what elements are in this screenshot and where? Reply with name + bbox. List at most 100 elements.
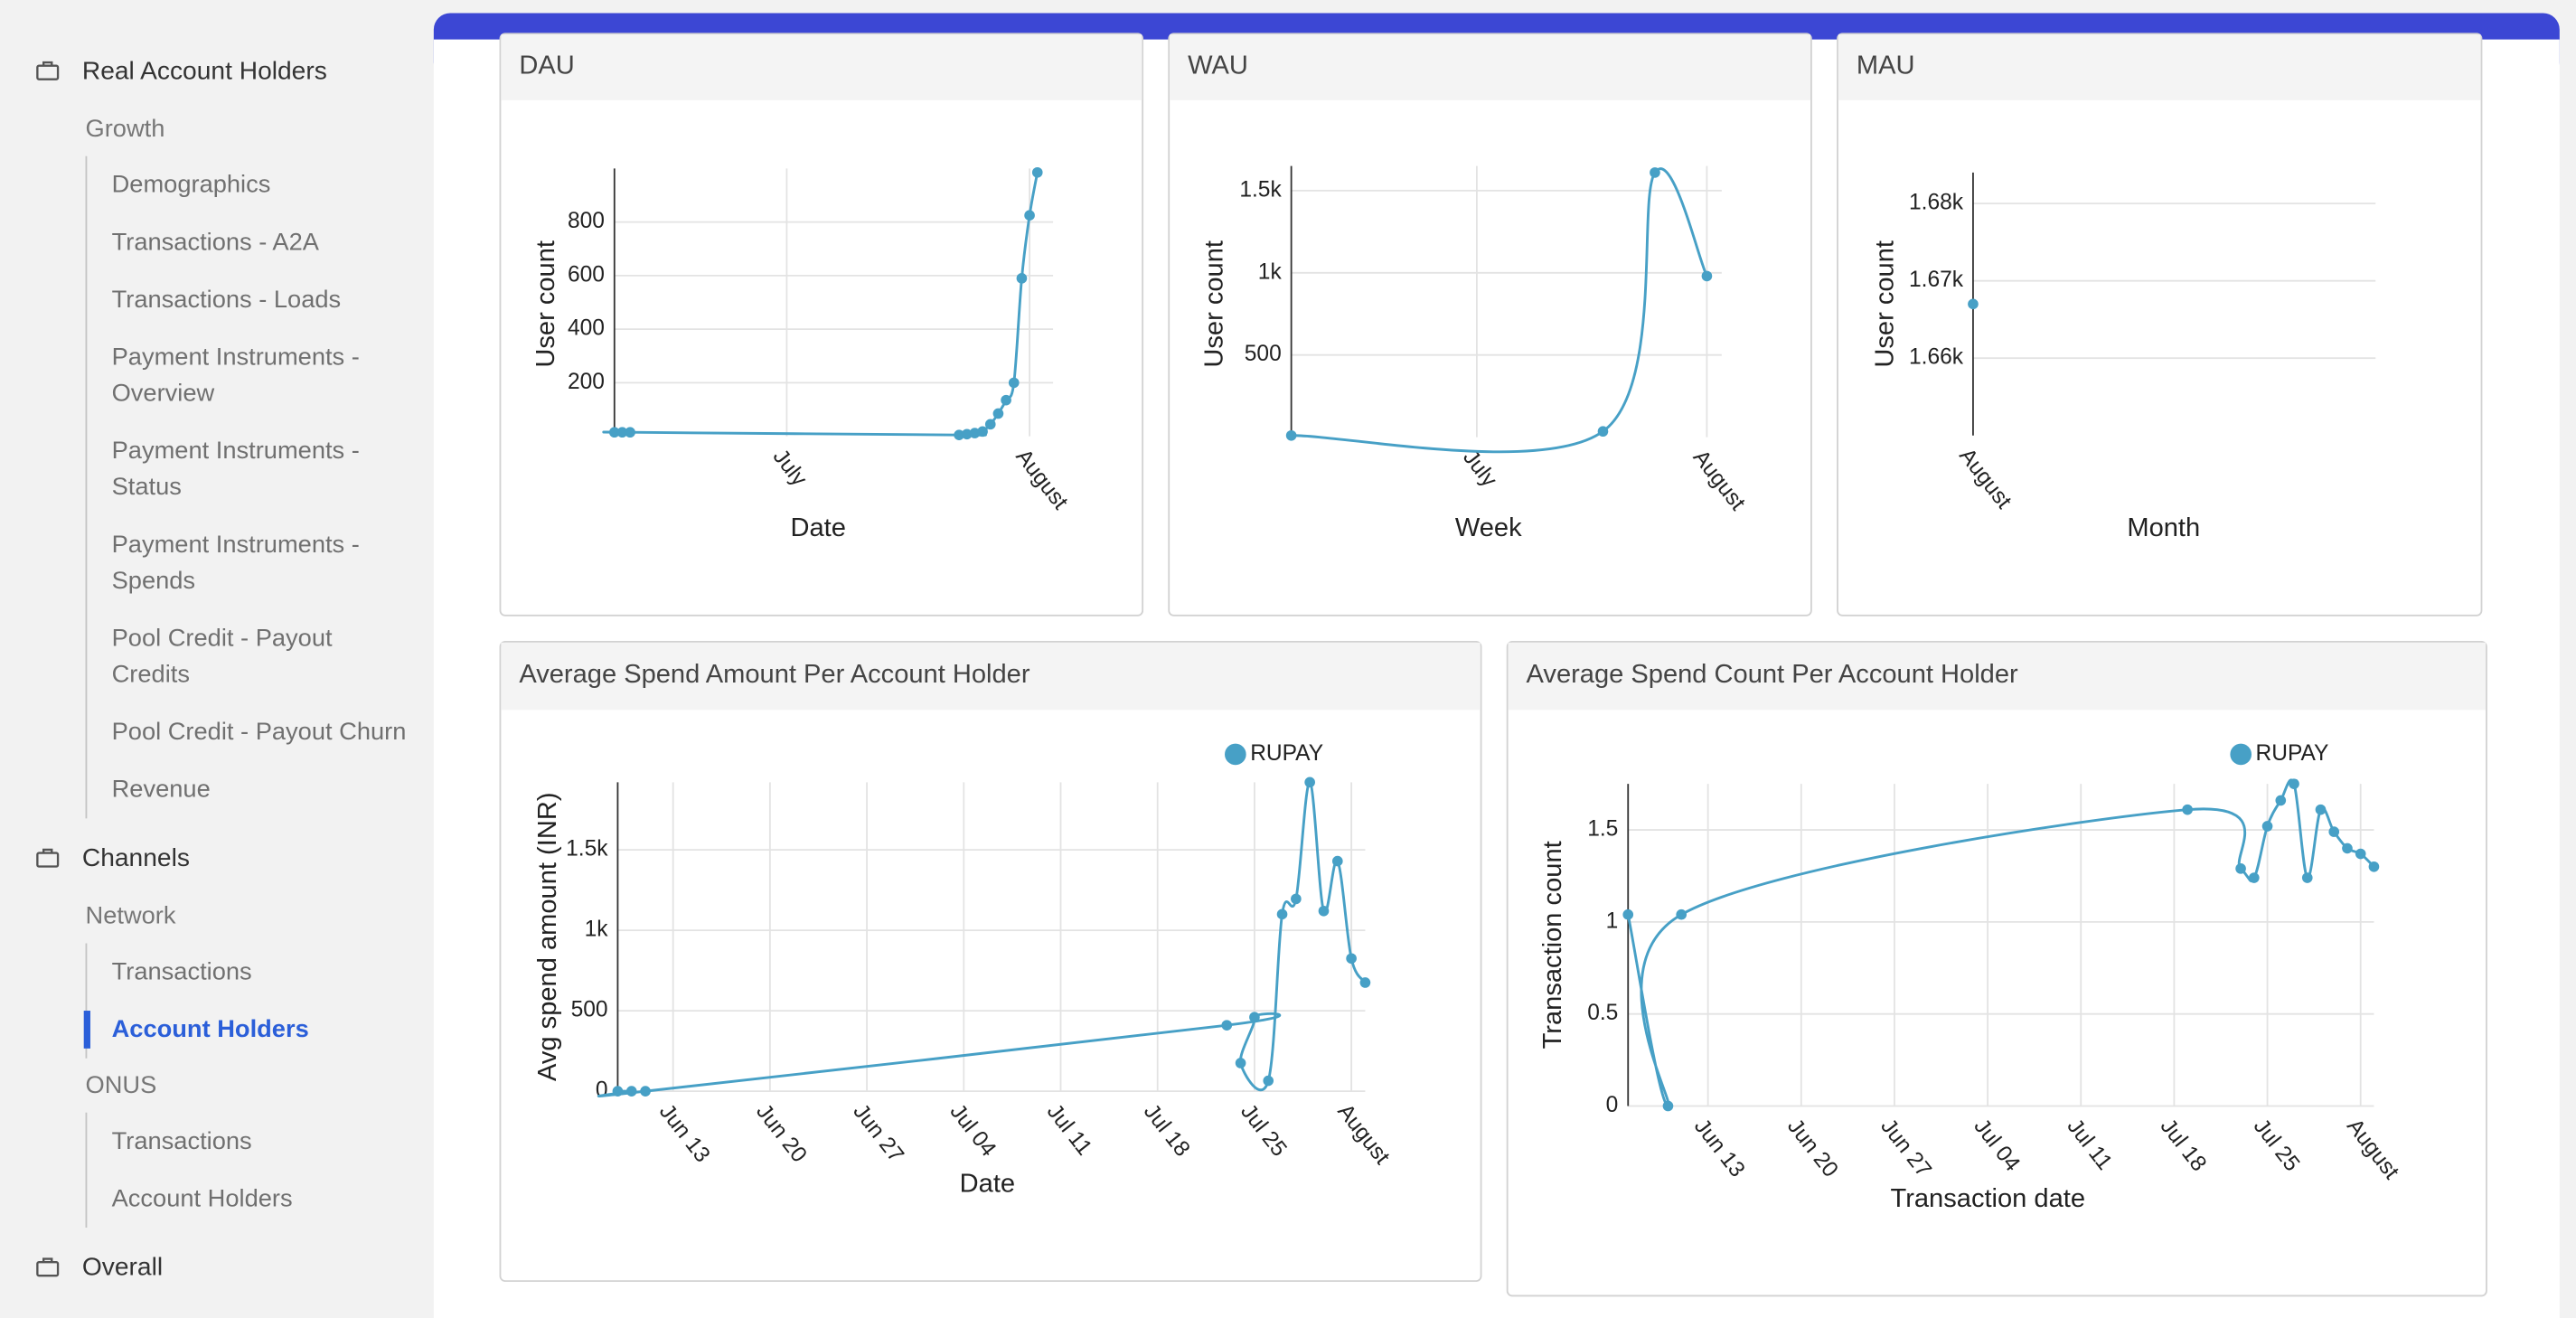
data-point	[1968, 298, 1979, 310]
data-point	[1001, 394, 1011, 406]
data-point	[1291, 893, 1302, 905]
briefcase-icon	[36, 1257, 60, 1277]
data-point	[1235, 1058, 1246, 1069]
y-axis-title: Transaction count	[1538, 841, 1567, 1049]
data-point	[954, 429, 964, 441]
nav-item[interactable]: Revenue	[111, 775, 211, 804]
legend-label: RUPAY	[1250, 741, 1323, 766]
briefcase-icon	[36, 61, 60, 80]
data-point	[1008, 377, 1020, 389]
data-point	[1285, 429, 1297, 441]
nav-list: Transactions Account Holders	[85, 1112, 433, 1229]
y-tick-label: 1.5k	[1239, 177, 1282, 202]
data-point	[625, 427, 635, 438]
card	[1837, 33, 2483, 617]
nav-section[interactable]: Overall	[0, 1238, 432, 1298]
x-axis-title: Week	[1455, 513, 1522, 542]
data-point	[1024, 210, 1035, 221]
nav-item[interactable]: Payment Instruments - Overview	[111, 343, 360, 407]
data-point	[1650, 167, 1660, 178]
card-title: WAU	[1188, 51, 1248, 80]
nav-group[interactable]: Growth	[85, 115, 165, 144]
data-point	[640, 1086, 651, 1097]
nav-item[interactable]: Payment Instruments - Status	[111, 436, 360, 501]
card	[499, 33, 1144, 617]
data-point	[1318, 905, 1330, 917]
y-tick-label: 1	[1606, 908, 1619, 933]
data-point	[2328, 826, 2340, 837]
data-point	[1249, 1012, 1260, 1023]
nav-section[interactable]: Real Account Holders	[0, 41, 432, 101]
card-header	[1170, 34, 1810, 100]
legend-swatch	[2230, 743, 2252, 766]
data-point	[2261, 821, 2273, 832]
y-tick-label: 0	[1606, 1093, 1619, 1117]
y-tick-label: 1.68k	[1909, 191, 1964, 215]
y-tick-label: 600	[568, 262, 605, 287]
data-point	[984, 419, 996, 430]
card-title: DAU	[519, 51, 574, 80]
y-tick-label: 0	[596, 1078, 608, 1103]
nav-list: Demographics Transactions - A2A Transactio…	[85, 155, 433, 819]
y-tick-label: 500	[1245, 342, 1282, 366]
nav-item[interactable]: Account Holders	[111, 1183, 293, 1212]
data-point	[1263, 1075, 1274, 1087]
card-header	[1508, 642, 2487, 711]
nav-item[interactable]: Transactions	[111, 956, 252, 985]
nav-group[interactable]: Network	[85, 902, 176, 930]
data-point	[1016, 273, 1028, 284]
data-point	[977, 426, 988, 438]
data-point	[2342, 843, 2353, 854]
nav-item[interactable]: Pool Credit - Payout Credits	[111, 623, 333, 688]
nav-item[interactable]: Pool Credit - Payout Churn	[111, 717, 407, 746]
y-axis-title: User count	[1870, 240, 1899, 368]
data-point	[2275, 795, 2287, 806]
nav-list: Transactions Account Holders	[83, 943, 433, 1059]
y-tick-label: 200	[568, 370, 605, 394]
data-point	[1221, 1020, 1233, 1031]
y-tick-label: 500	[571, 998, 608, 1022]
data-point	[616, 427, 628, 438]
data-point	[1359, 977, 1371, 988]
data-point	[2182, 804, 2193, 815]
y-tick-label: 1k	[1258, 259, 1283, 284]
nav-item[interactable]: Demographics	[111, 170, 271, 199]
nav-item[interactable]: Account Holders	[83, 1001, 409, 1059]
nav-section[interactable]: Channels	[0, 828, 432, 889]
y-tick-label: 1k	[585, 918, 609, 942]
data-point	[1597, 426, 1609, 438]
y-tick-label: 1.5k	[566, 837, 608, 861]
nav-item[interactable]: Transactions - A2A	[111, 227, 319, 256]
data-point	[2235, 863, 2246, 874]
y-axis-title: User count	[531, 240, 560, 368]
data-point	[2289, 778, 2299, 789]
y-axis-title: User count	[1200, 240, 1229, 368]
data-point	[969, 428, 981, 438]
x-axis-title: Transaction date	[1891, 1184, 2086, 1213]
legend-label: RUPAY	[2256, 741, 2329, 766]
nav-group[interactable]: ONUS	[85, 1071, 157, 1100]
data-point	[1031, 166, 1043, 178]
data-point	[2355, 848, 2366, 860]
data-point	[1331, 855, 1343, 867]
y-tick-label: 400	[568, 316, 605, 341]
nav-item[interactable]: Payment Instruments - Spends	[111, 530, 360, 595]
data-point	[961, 428, 973, 440]
sidebar: Real Account Holders Growth Demographics Tr…	[0, 0, 433, 1318]
card-header	[501, 642, 1481, 711]
card	[1506, 641, 2487, 1297]
card-header	[1838, 34, 2481, 100]
data-point	[2248, 872, 2260, 883]
data-point	[608, 427, 620, 438]
data-point	[1701, 270, 1713, 282]
data-point	[1622, 908, 1634, 920]
data-point	[1304, 777, 1315, 788]
data-point	[1676, 908, 1687, 920]
card-title: MAU	[1857, 51, 1915, 80]
nav-item[interactable]: Transactions	[111, 1126, 252, 1155]
data-point	[1346, 953, 1357, 965]
nav-item[interactable]: Transactions - Loads	[111, 285, 342, 314]
x-axis-title: Date	[960, 1169, 1015, 1198]
